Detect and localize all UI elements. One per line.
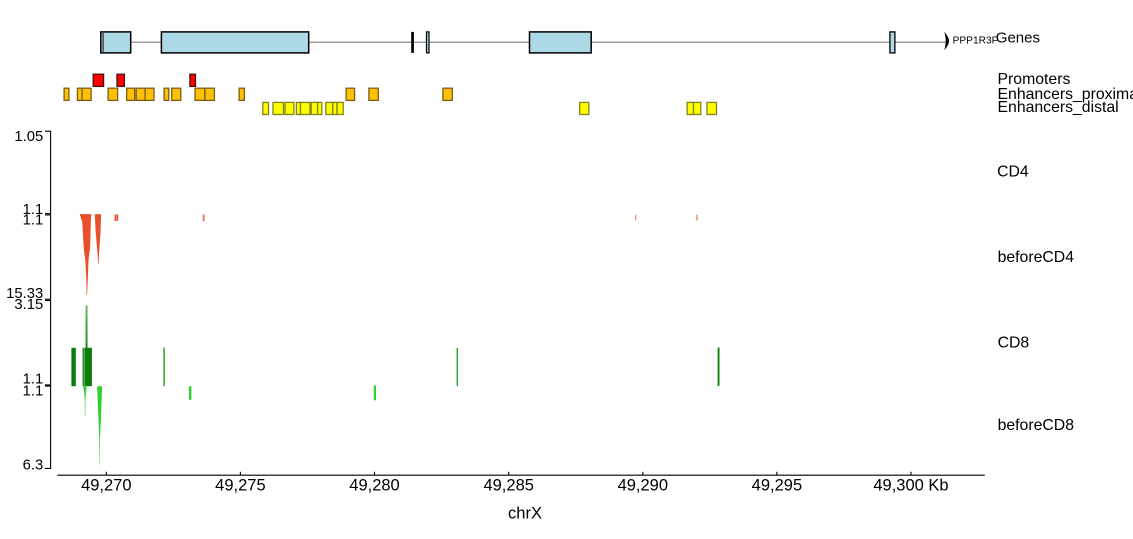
svg-text:CD8: CD8 — [998, 334, 1030, 351]
svg-text:49,295: 49,295 — [752, 477, 802, 495]
svg-text:Promoters: Promoters — [998, 71, 1071, 88]
svg-text:Enhancers_distal: Enhancers_distal — [998, 99, 1119, 116]
svg-text:49,280: 49,280 — [349, 477, 399, 495]
svg-text:49,285: 49,285 — [483, 477, 533, 495]
svg-text:Enhancers_proximal: Enhancers_proximal — [998, 86, 1133, 103]
svg-text:49,275: 49,275 — [215, 477, 265, 495]
svg-text:49,290: 49,290 — [618, 477, 668, 495]
svg-text:beforeCD8: beforeCD8 — [998, 417, 1075, 434]
svg-text:1.1: 1.1 — [23, 371, 44, 387]
svg-text:Genes: Genes — [996, 30, 1040, 47]
svg-text:beforeCD4: beforeCD4 — [998, 249, 1075, 266]
svg-text:1.05: 1.05 — [14, 129, 43, 145]
svg-text:3.15: 3.15 — [14, 297, 43, 313]
svg-text:49,270: 49,270 — [81, 477, 131, 495]
svg-text:49,300 Kb: 49,300 Kb — [873, 477, 948, 495]
svg-text:15.33: 15.33 — [6, 286, 43, 302]
svg-text:chrX: chrX — [508, 505, 542, 523]
svg-text:CD4: CD4 — [997, 163, 1029, 180]
svg-text:6.3: 6.3 — [23, 457, 44, 473]
svg-text:1.1: 1.1 — [23, 202, 44, 218]
svg-text:PPP1R3F: PPP1R3F — [953, 36, 998, 47]
svg-text:1.1: 1.1 — [23, 383, 44, 399]
svg-text:1.1: 1.1 — [23, 212, 44, 228]
